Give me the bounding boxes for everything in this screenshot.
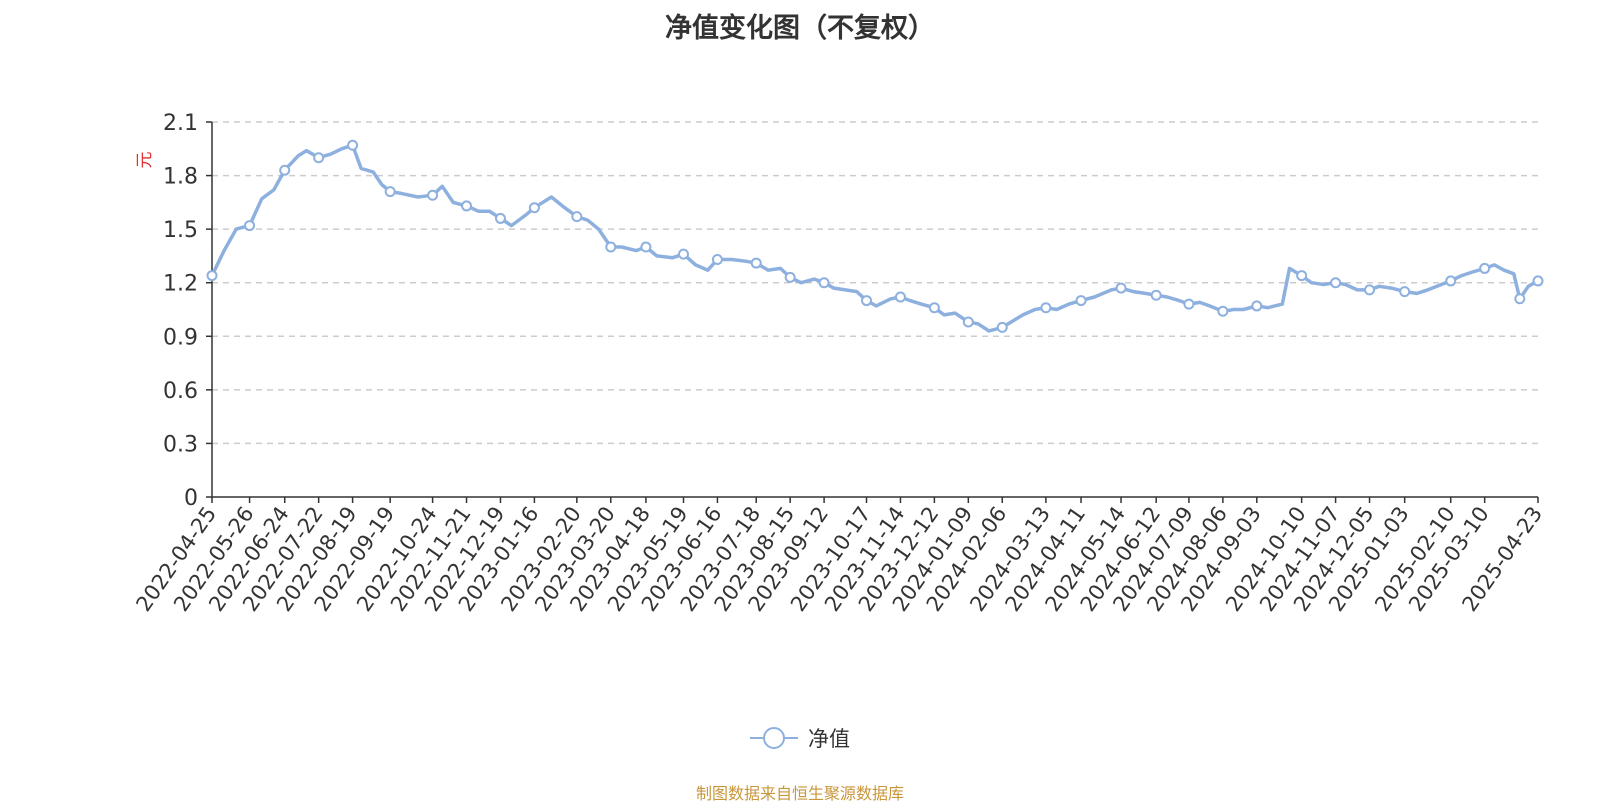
data-point bbox=[1217, 305, 1229, 317]
data-point bbox=[784, 271, 796, 283]
data-point bbox=[1364, 284, 1376, 296]
data-point bbox=[494, 212, 506, 224]
data-point bbox=[711, 254, 723, 265]
series-layer bbox=[206, 139, 1544, 333]
data-point bbox=[1296, 270, 1308, 282]
y-tick-label: 1.2 bbox=[163, 272, 198, 297]
data-point bbox=[528, 202, 540, 214]
data-point bbox=[996, 321, 1008, 333]
y-tick-label: 0.3 bbox=[163, 432, 198, 457]
data-point bbox=[1532, 275, 1544, 287]
y-tick-label: 1.5 bbox=[163, 218, 198, 243]
data-point bbox=[1150, 289, 1162, 301]
data-point bbox=[1183, 298, 1195, 310]
data-point bbox=[861, 295, 873, 307]
data-point bbox=[750, 257, 762, 269]
data-source-note: 制图数据来自恒生聚源数据库 bbox=[695, 784, 904, 803]
data-point bbox=[1479, 262, 1491, 274]
data-point bbox=[1115, 282, 1127, 294]
data-point bbox=[1040, 302, 1052, 314]
y-tick-label: 1.8 bbox=[163, 165, 198, 190]
data-point bbox=[1251, 300, 1263, 312]
legend-line-icon bbox=[750, 727, 798, 749]
data-point bbox=[244, 220, 256, 232]
series-line bbox=[210, 143, 1540, 333]
legend-label: 净值 bbox=[808, 727, 850, 751]
data-point bbox=[206, 270, 218, 282]
data-point bbox=[461, 200, 473, 212]
data-point bbox=[1514, 293, 1526, 305]
data-point bbox=[928, 302, 940, 314]
data-point bbox=[1075, 295, 1087, 307]
grid-lines bbox=[212, 121, 1538, 445]
data-point bbox=[347, 139, 359, 151]
y-tick-labels: 0 0.3 0.6 0.9 1.2 1.5 1.8 2.1 bbox=[163, 111, 198, 511]
chart-title: 净值变化图（不复权） bbox=[665, 13, 935, 44]
data-point bbox=[640, 241, 652, 253]
y-tick-label: 0.9 bbox=[163, 325, 198, 350]
data-point bbox=[605, 241, 617, 253]
data-point bbox=[571, 211, 583, 223]
data-point bbox=[677, 248, 689, 260]
x-tick-labels: 2022-04-252022-05-262022-06-242022-07-22… bbox=[131, 502, 1547, 616]
data-point bbox=[962, 316, 974, 328]
data-point bbox=[384, 186, 396, 198]
data-point bbox=[279, 164, 291, 176]
data-point bbox=[1330, 277, 1342, 289]
data-point bbox=[894, 291, 906, 303]
y-tick-label: 2.1 bbox=[163, 111, 198, 136]
data-point bbox=[427, 189, 439, 201]
y-axis-unit-label: 元 bbox=[135, 152, 155, 169]
data-point bbox=[818, 277, 830, 289]
legend[interactable]: 净值 bbox=[750, 723, 850, 753]
data-point bbox=[313, 152, 325, 164]
y-tick-label: 0 bbox=[184, 486, 198, 511]
data-point bbox=[1399, 286, 1411, 298]
y-tick-label: 0.6 bbox=[163, 379, 198, 404]
data-point bbox=[1445, 275, 1457, 287]
axes bbox=[206, 121, 1539, 503]
